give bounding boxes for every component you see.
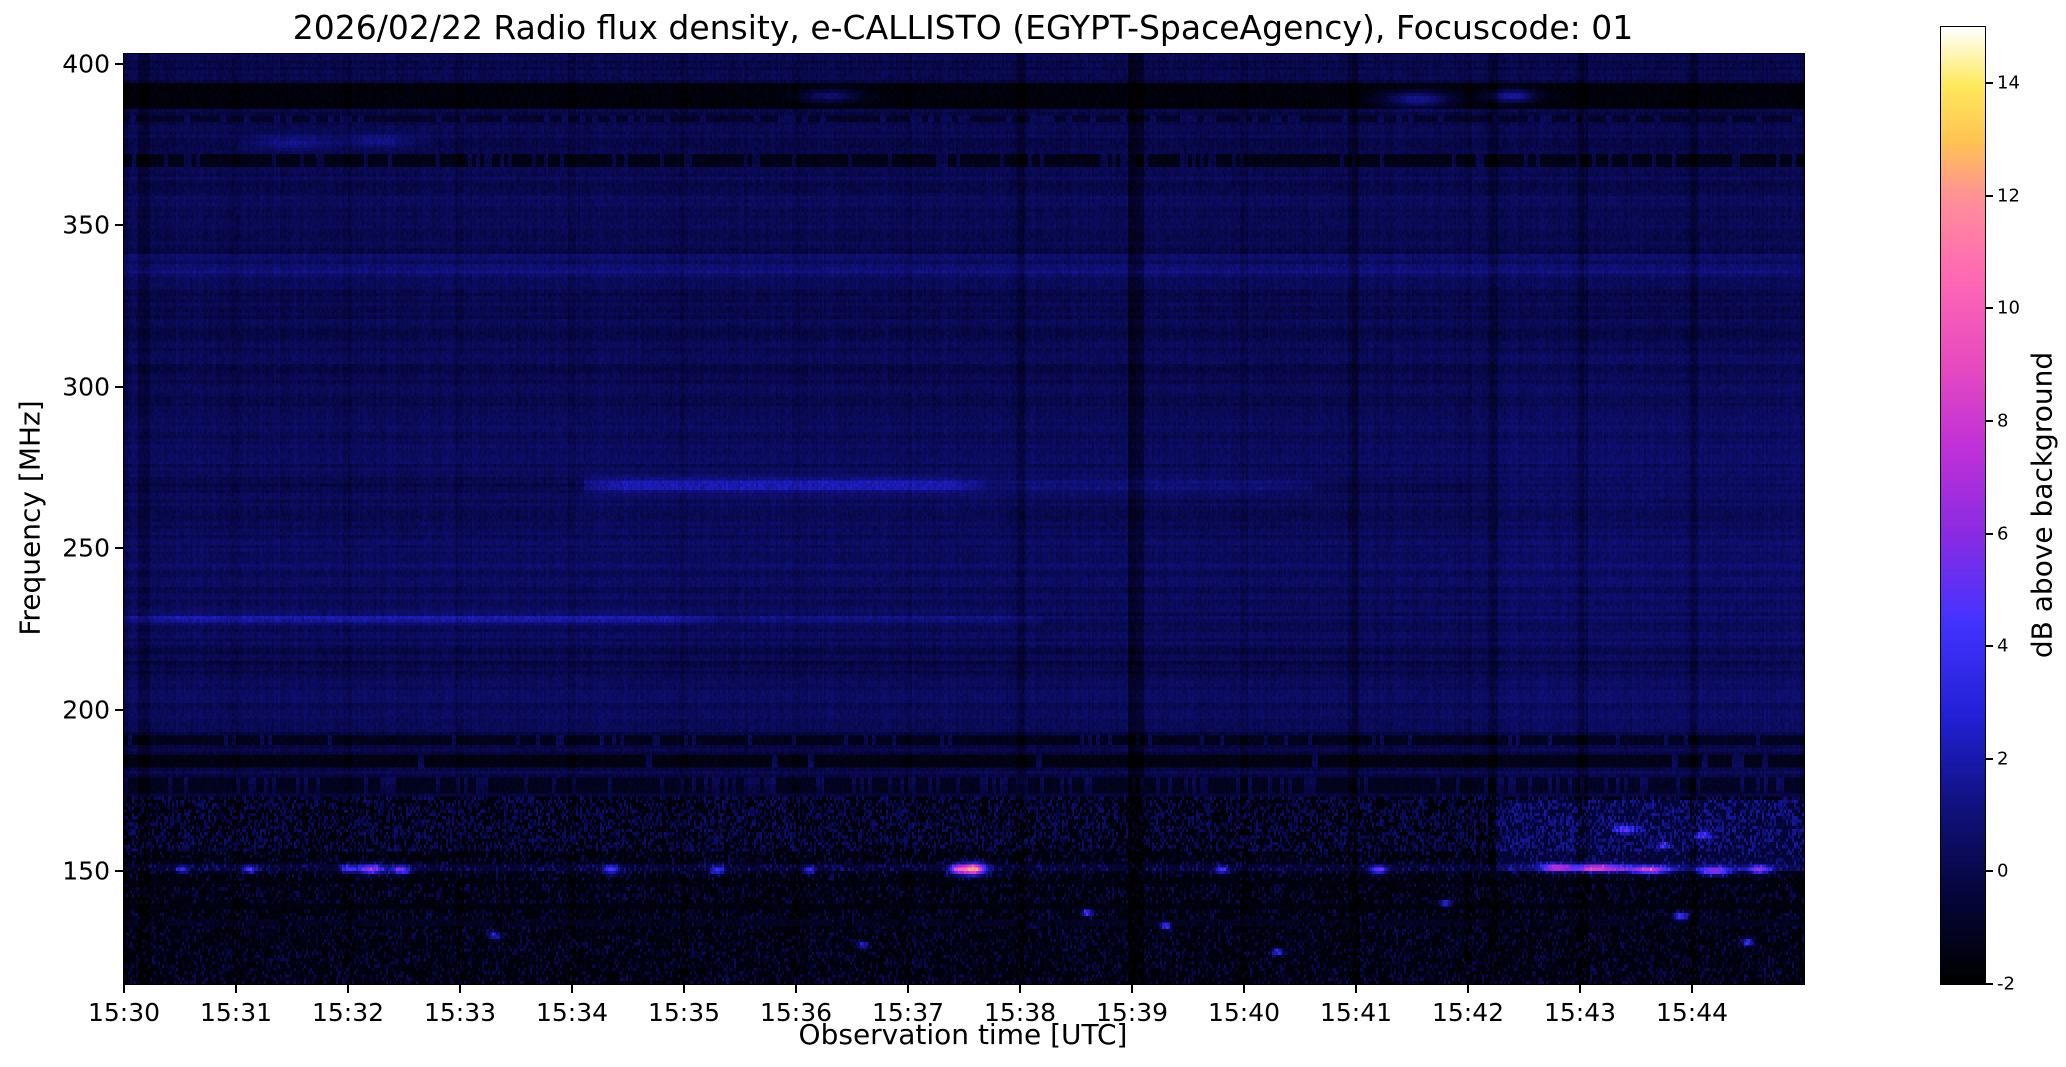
x-tick-label: 15:39 [1095,998,1169,1027]
x-tick-mark [1355,984,1357,993]
colorbar-canvas [1941,27,1985,984]
x-tick-mark [123,984,125,993]
x-tick-label: 15:38 [983,998,1057,1027]
x-tick-mark [1467,984,1469,993]
colorbar-tick-label: 6 [1997,523,2009,545]
x-tick-label: 15:40 [1207,998,1281,1027]
x-tick-mark [571,984,573,993]
y-tick-mark [115,62,124,65]
x-tick-mark [1579,984,1581,993]
x-tick-mark [347,984,349,993]
y-tick-label: 150 [62,856,110,886]
colorbar-label: dB above background [2025,351,2059,659]
y-tick-label: 250 [62,533,110,563]
y-tick-mark [115,547,124,550]
colorbar-tick-mark [1985,870,1993,873]
x-tick-label: 15:32 [311,998,385,1027]
colorbar-tick-mark [1985,420,1993,423]
plot-area: 400 350 300 250 200 150 15:30 15:31 15:32 15:33 1… [62,49,1805,1027]
x-tick-label: 15:34 [535,998,609,1027]
y-tick-mark [115,708,124,711]
x-tick-mark [459,984,461,993]
x-tick-label: 15:42 [1431,998,1505,1027]
x-tick-mark [795,984,797,993]
y-tick-mark [115,224,124,227]
x-tick-mark [235,984,237,993]
colorbar-tick-mark [1985,532,1993,535]
y-tick-mark [115,869,124,872]
colorbar-tick-mark [1985,645,1993,648]
y-axis-label: Frequency [MHz] [13,400,47,636]
x-tick-mark [1131,984,1133,993]
colorbar-tick-label: 4 [1997,635,2009,657]
colorbar-tick-label: 14 [1997,72,2020,94]
x-tick-label: 15:44 [1655,998,1729,1027]
x-tick-label: 15:37 [871,998,945,1027]
y-tick-label: 300 [62,372,110,402]
x-tick-label: 15:30 [87,998,161,1027]
colorbar-tick-label: -2 [1997,973,2015,995]
x-tick-label: 15:33 [423,998,497,1027]
y-tick-label: 350 [62,210,110,240]
colorbar-tick-label: 12 [1997,185,2020,207]
x-tick-mark [1242,984,1245,993]
x-tick-label: 15:43 [1543,998,1617,1027]
colorbar-tick-label: 8 [1997,410,2009,432]
y-tick-label: 200 [62,695,110,725]
colorbar-tick-mark [1985,194,1993,197]
x-tick-label: 15:35 [647,998,721,1027]
x-tick-label: 15:36 [759,998,833,1027]
x-tick-mark [1019,984,1021,993]
spectrogram-canvas [124,54,1804,984]
x-tick-mark [682,984,685,993]
x-tick-label: 15:41 [1319,998,1393,1027]
colorbar-tick-mark [1985,82,1993,85]
colorbar-tick-label: 2 [1997,748,2009,770]
y-tick-label: 400 [62,49,110,79]
x-tick-mark [907,984,909,993]
chart-title: 2026/02/22 Radio flux density, e-CALLIST… [292,8,1634,47]
colorbar-tick-label: 0 [1997,860,2009,882]
colorbar-tick-mark [1985,983,1993,985]
colorbar-tick-mark [1985,307,1993,310]
colorbar-tick-mark [1985,757,1993,760]
colorbar: 14 12 10 8 6 4 2 0 -2 [1940,26,2020,995]
y-tick-mark [115,385,124,388]
x-tick-label: 15:31 [199,998,273,1027]
colorbar-tick-label: 10 [1997,297,2020,319]
x-axis-label: Observation time [UTC] [798,1018,1128,1051]
x-tick-mark [1691,984,1693,993]
